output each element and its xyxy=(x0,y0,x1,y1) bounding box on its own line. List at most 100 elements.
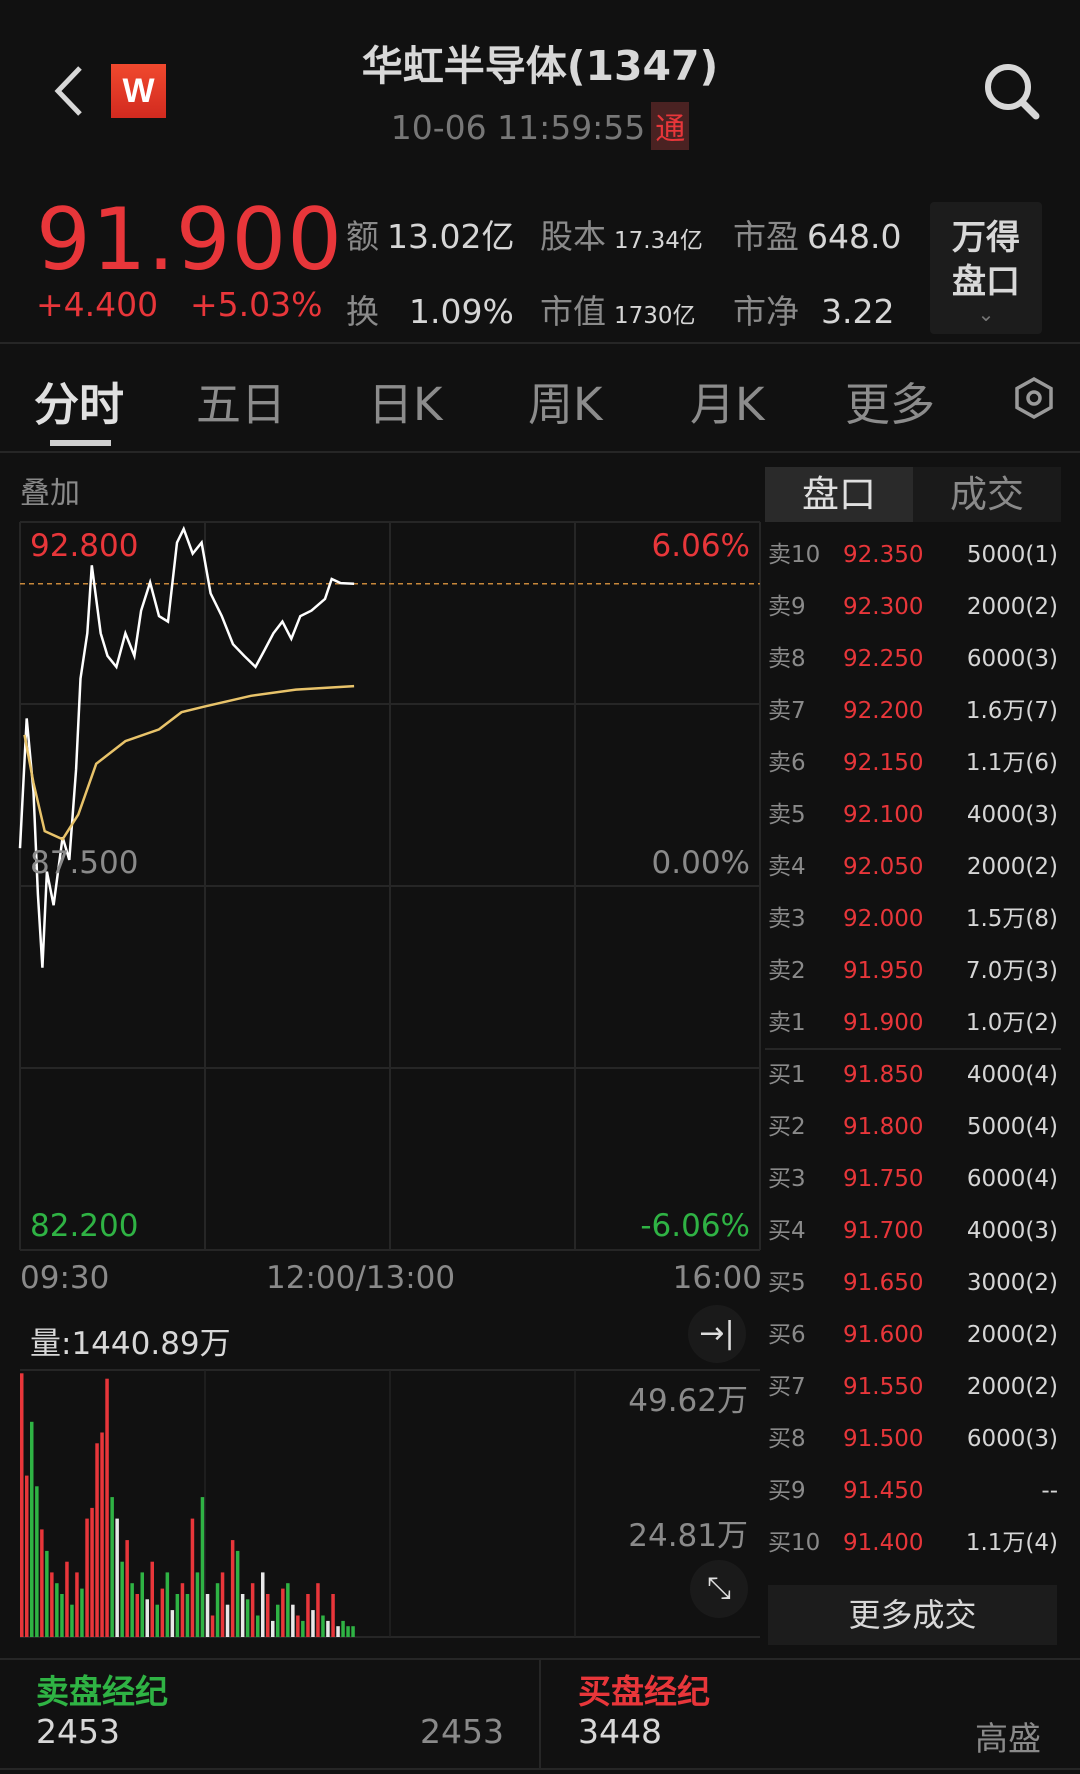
tab-orderbook[interactable]: 盘口 xyxy=(765,467,913,522)
y-tick-low: 82.200 xyxy=(30,1208,139,1244)
orderbook-row[interactable]: 卖8 92.250 6000(3) xyxy=(768,633,1058,685)
orderbook-row[interactable]: 卖2 91.950 7.0万(3) xyxy=(768,945,1058,997)
level-price: 91.550 xyxy=(843,1374,924,1400)
sell-broker-id[interactable]: 2453 xyxy=(36,1712,120,1751)
orderbook-row[interactable]: 卖5 92.100 4000(3) xyxy=(768,789,1058,841)
logo-text: W xyxy=(122,72,155,110)
back-chevron-left-icon[interactable] xyxy=(48,62,98,120)
orderbook-row[interactable]: 买4 91.700 4000(3) xyxy=(768,1205,1058,1257)
level-price: 91.500 xyxy=(843,1426,924,1452)
volume-bar xyxy=(215,1583,220,1637)
settings-gear-icon[interactable] xyxy=(1012,376,1056,420)
volume-bar xyxy=(145,1599,149,1637)
volume-bar xyxy=(25,1475,29,1637)
volume-bar xyxy=(326,1620,330,1637)
volume-bar xyxy=(55,1583,59,1637)
orderbook-row[interactable]: 卖10 92.350 5000(1) xyxy=(768,529,1058,581)
level-price: 91.400 xyxy=(843,1530,924,1556)
level-volume: 7.0万(3) xyxy=(965,958,1058,984)
orderbook-row[interactable]: 卖9 92.300 2000(2) xyxy=(768,581,1058,633)
more-trades-button[interactable]: 更多成交 xyxy=(768,1585,1057,1645)
volume-bar xyxy=(180,1583,185,1637)
orderbook-row[interactable]: 买2 91.800 5000(4) xyxy=(768,1101,1058,1153)
orderbook-row[interactable]: 买1 91.850 4000(4) xyxy=(768,1049,1058,1101)
buy-broker-name[interactable]: 高盛 xyxy=(975,1719,1041,1758)
price-change: +4.400 xyxy=(36,285,159,324)
volume-bar xyxy=(80,1588,84,1637)
level-volume: 6000(3) xyxy=(966,646,1058,672)
volume-bar xyxy=(155,1604,159,1637)
volume-bar xyxy=(210,1615,215,1637)
expand-icon[interactable]: ⤡ xyxy=(690,1560,748,1618)
buy-broker-id[interactable]: 3448 xyxy=(578,1712,662,1751)
volume-bar xyxy=(291,1604,295,1637)
orderbook-row[interactable]: 买10 91.400 1.1万(4) xyxy=(768,1517,1058,1569)
orderbook-row[interactable]: 卖4 92.050 2000(2) xyxy=(768,841,1058,893)
level-label: 卖10 xyxy=(768,542,821,568)
wind-orderbook-button[interactable]: 万得 盘口 ⌄ xyxy=(930,202,1042,334)
orderbook-row[interactable]: 卖3 92.000 1.5万(8) xyxy=(768,893,1058,945)
orderbook-row[interactable]: 卖7 92.200 1.6万(7) xyxy=(768,685,1058,737)
tab-weekly-k[interactable]: 周K xyxy=(528,378,603,431)
tab-intraday[interactable]: 分时 xyxy=(34,378,125,431)
volume-bar xyxy=(130,1583,134,1637)
volume-bar xyxy=(45,1550,49,1637)
search-icon[interactable] xyxy=(982,60,1042,122)
connect-badge: 通 xyxy=(651,102,690,150)
orderbook-row[interactable]: 卖1 91.900 1.0万(2) xyxy=(768,997,1058,1049)
volume-bar xyxy=(160,1588,165,1637)
level-volume: 6000(3) xyxy=(966,1426,1058,1452)
level-label: 买10 xyxy=(768,1530,821,1556)
wind-logo: W xyxy=(111,64,166,118)
volume-total: 量:1440.89万 xyxy=(30,1326,231,1362)
volume-bar xyxy=(205,1594,210,1637)
volume-bar xyxy=(240,1594,245,1637)
level-volume: 2000(2) xyxy=(966,1374,1058,1400)
tab-more[interactable]: 更多 xyxy=(845,378,936,431)
level-price: 91.450 xyxy=(843,1478,924,1504)
orderbook-row[interactable]: 买5 91.650 3000(2) xyxy=(768,1257,1058,1309)
level-volume: 2000(2) xyxy=(966,594,1058,620)
volume-bar xyxy=(70,1604,74,1637)
orderbook-divider xyxy=(765,1048,1061,1050)
y-tick-mid: 87.500 xyxy=(30,845,139,881)
jump-to-latest-icon[interactable]: →| xyxy=(688,1305,746,1363)
volume-bar xyxy=(301,1620,305,1637)
volume-bar xyxy=(140,1572,144,1637)
sell-broker-name[interactable]: 2453 xyxy=(420,1712,504,1751)
orderbook-row[interactable]: 卖6 92.150 1.1万(6) xyxy=(768,737,1058,789)
stat-pe: 市盈 648.0 xyxy=(733,217,902,256)
orderbook-row[interactable]: 买6 91.600 2000(2) xyxy=(768,1309,1058,1361)
volume-bar xyxy=(185,1594,190,1637)
quote-time-row: 10-06 11:59:55 通 xyxy=(0,102,1080,150)
tab-monthly-k[interactable]: 月K xyxy=(690,378,765,431)
orderbook-row[interactable]: 买8 91.500 6000(3) xyxy=(768,1413,1058,1465)
level-volume: 1.1万(6) xyxy=(965,750,1058,776)
level-price: 92.050 xyxy=(843,854,924,880)
orderbook-row[interactable]: 买9 91.450 -- xyxy=(768,1465,1058,1517)
overlay-button[interactable]: 叠加 xyxy=(20,476,80,511)
volume-bar xyxy=(105,1378,109,1637)
pct-tick-low: -6.06% xyxy=(640,1208,750,1244)
stat-share-capital: 股本 17.34亿 xyxy=(540,217,703,256)
level-volume: 6000(4) xyxy=(966,1166,1058,1192)
price-line xyxy=(18,525,355,968)
last-price: 91.900 xyxy=(36,190,343,290)
volume-bar xyxy=(250,1583,255,1637)
volume-tick-max: 49.62万 xyxy=(628,1383,748,1419)
volume-bar xyxy=(200,1497,205,1637)
level-label: 卖4 xyxy=(768,854,806,880)
tab-daily-k[interactable]: 日K xyxy=(368,378,443,431)
orderbook-row[interactable]: 买3 91.750 6000(4) xyxy=(768,1153,1058,1205)
tab-trades[interactable]: 成交 xyxy=(950,473,1024,516)
stock-title: 华虹半导体(1347) xyxy=(361,42,719,90)
intraday-price-chart[interactable] xyxy=(0,515,765,1255)
volume-bar xyxy=(135,1594,139,1637)
level-volume: 4000(3) xyxy=(966,802,1058,828)
tab-five-day[interactable]: 五日 xyxy=(196,378,287,431)
volume-bar xyxy=(316,1583,320,1637)
volume-bar xyxy=(271,1620,275,1637)
orderbook-row[interactable]: 买7 91.550 2000(2) xyxy=(768,1361,1058,1413)
quote-time: 10-06 11:59:55 xyxy=(390,108,646,147)
orderbook-tabs: 盘口 成交 xyxy=(765,467,1061,522)
